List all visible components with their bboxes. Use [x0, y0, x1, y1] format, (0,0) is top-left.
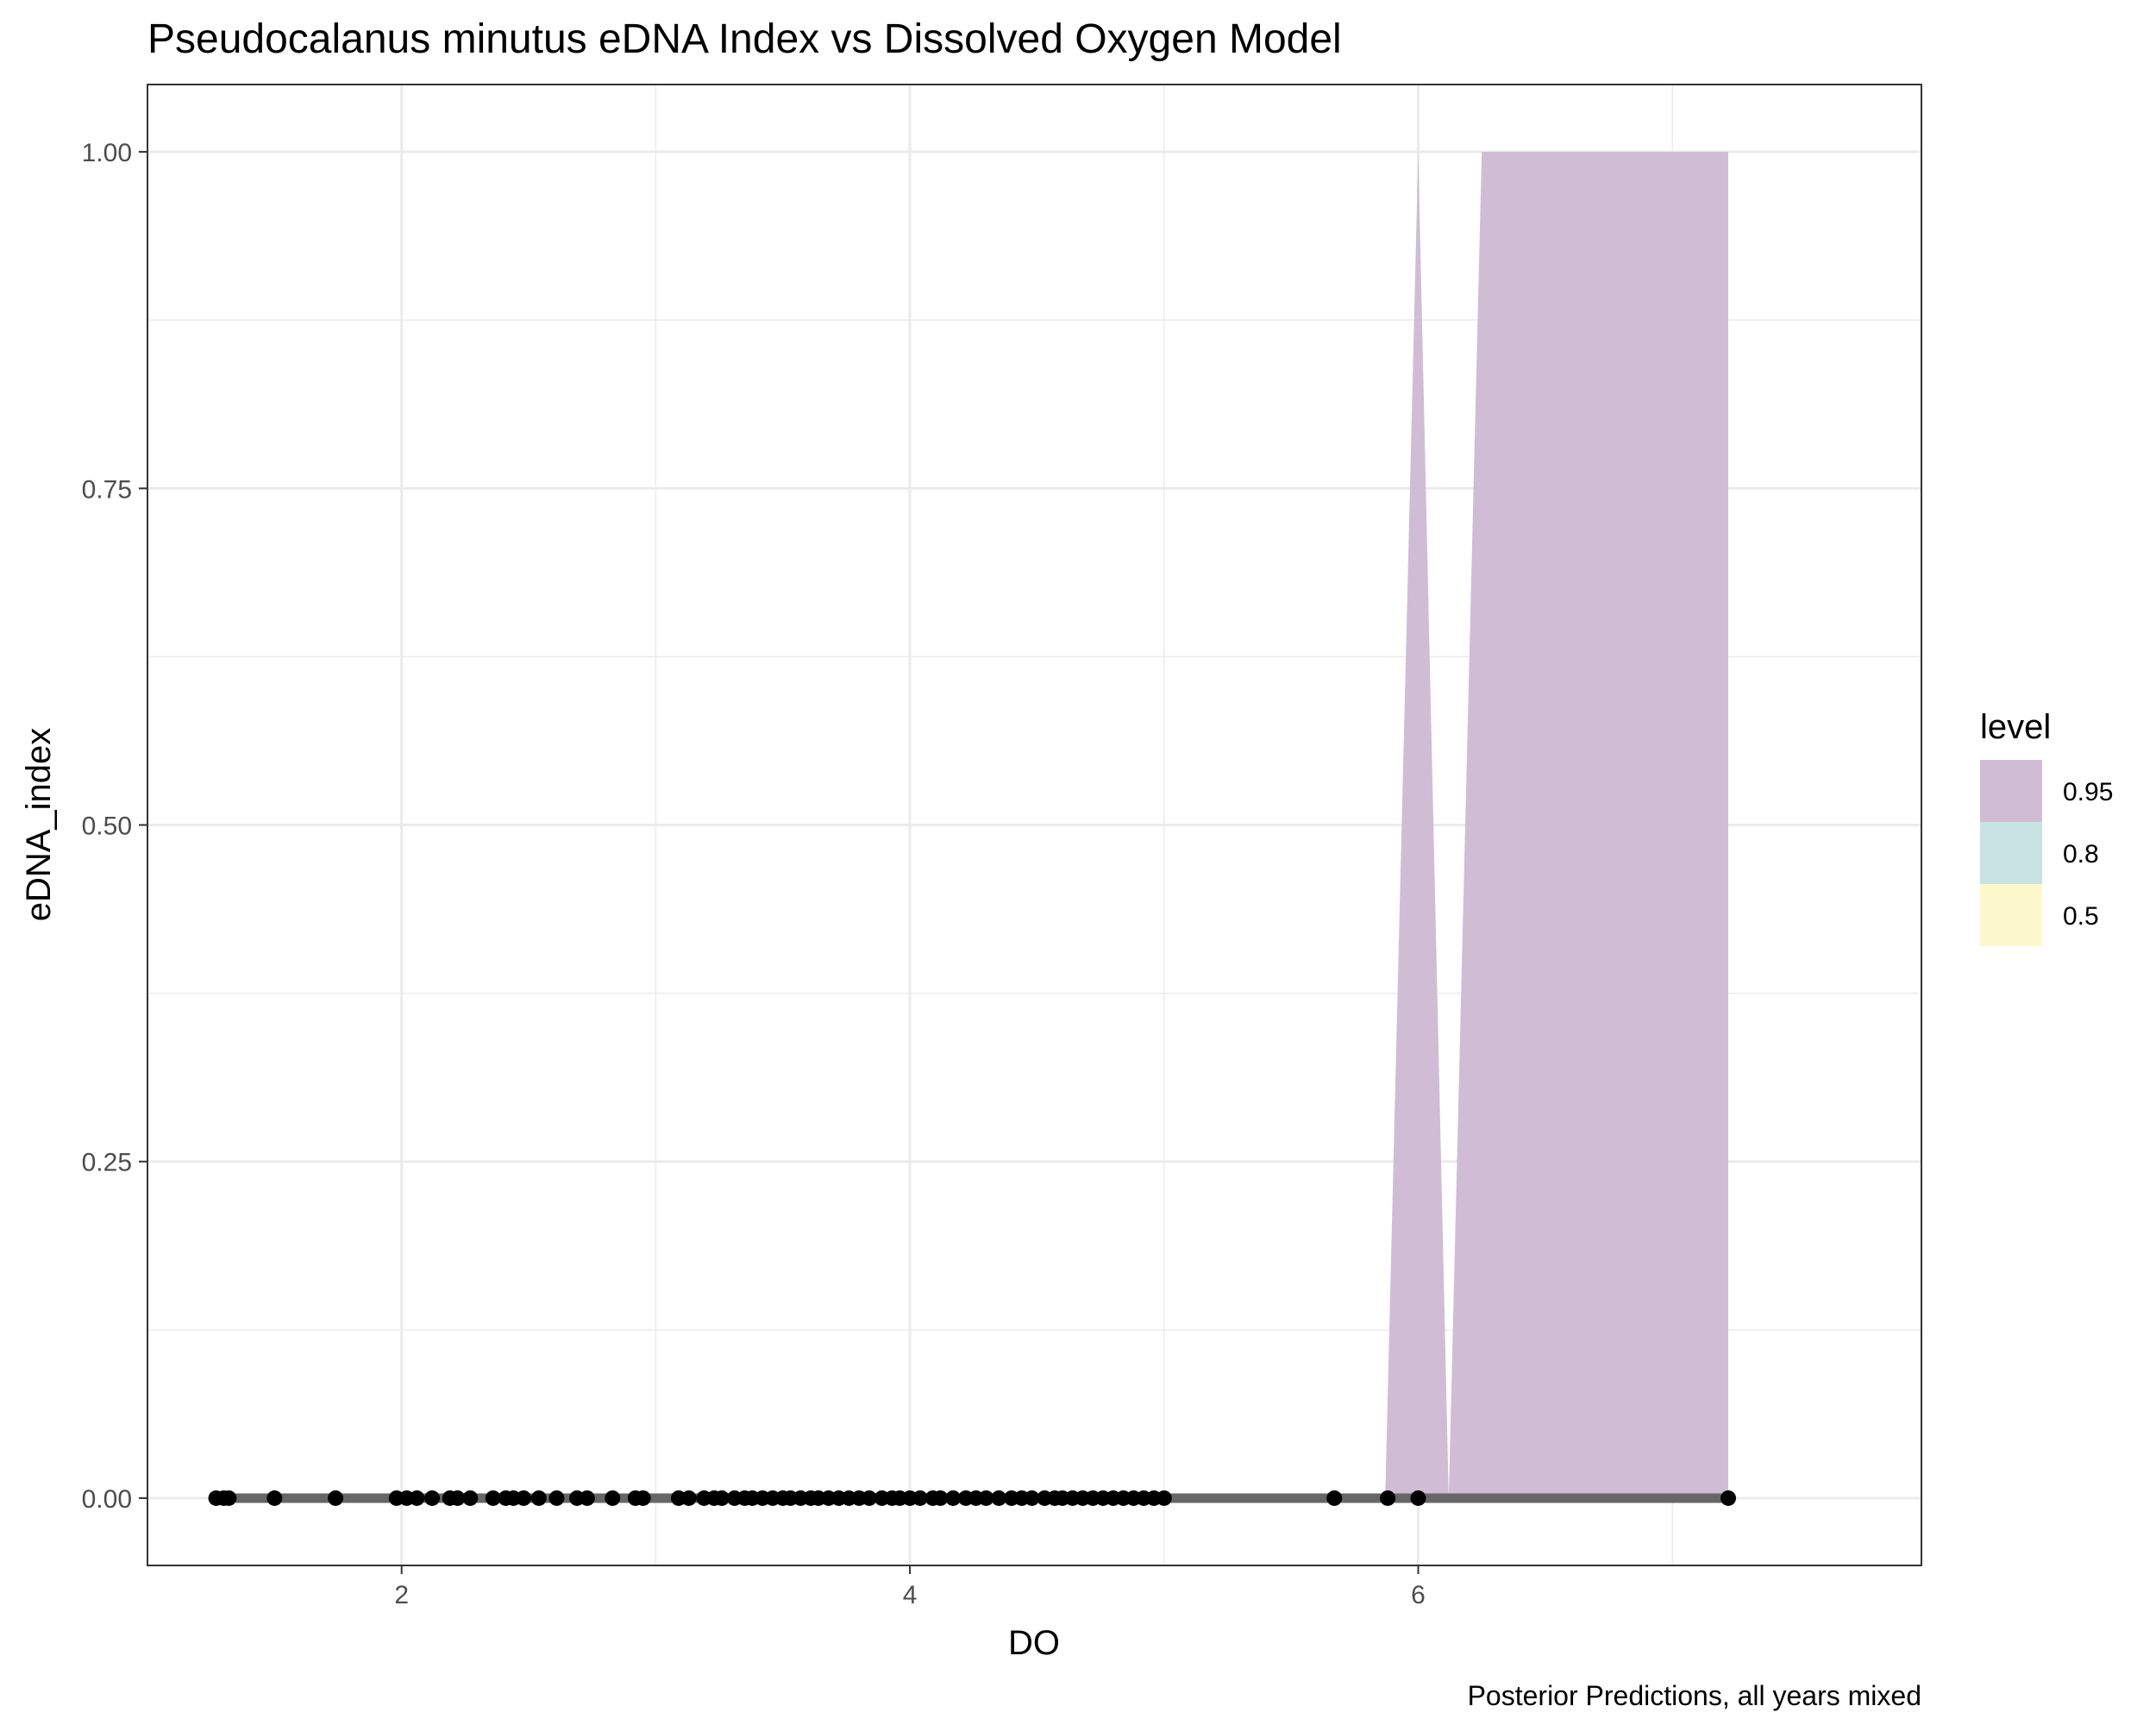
x-tick-label: 4	[903, 1581, 918, 1609]
data-point	[680, 1490, 697, 1506]
data-point	[328, 1490, 344, 1506]
legend-key	[1980, 760, 2042, 822]
data-point	[991, 1490, 1007, 1506]
data-point	[978, 1490, 994, 1506]
legend: level 0.95 0.8 0.5	[1980, 708, 2113, 946]
ribbon-95	[1385, 152, 1729, 1498]
data-point	[548, 1490, 565, 1506]
data-point	[516, 1490, 532, 1506]
legend-key	[1980, 822, 2042, 884]
data-point	[1156, 1490, 1172, 1506]
data-point	[932, 1490, 949, 1506]
x-axis: 2 4 6	[394, 1565, 1426, 1609]
data-point	[1024, 1490, 1040, 1506]
y-axis-label: eDNA_index	[20, 728, 58, 922]
data-point	[530, 1490, 547, 1506]
data-point	[409, 1490, 425, 1506]
data-point	[424, 1490, 441, 1506]
data-point	[861, 1490, 877, 1506]
legend-title: level	[1980, 708, 2051, 746]
x-tick-label: 6	[1411, 1581, 1426, 1609]
chart-title: Pseudocalanus minutus eDNA Index vs Diss…	[147, 16, 1342, 62]
data-point	[221, 1490, 237, 1506]
data-point	[605, 1490, 621, 1506]
ribbon-layer	[1385, 152, 1729, 1498]
y-tick-label: 0.00	[82, 1485, 132, 1514]
points-layer	[208, 1490, 1737, 1506]
y-tick-label: 1.00	[82, 139, 132, 167]
data-point	[449, 1490, 466, 1506]
data-point	[1326, 1490, 1343, 1506]
x-axis-label: DO	[1008, 1624, 1060, 1662]
data-point	[485, 1490, 501, 1506]
y-tick-label: 0.50	[82, 812, 132, 841]
data-point	[1720, 1490, 1737, 1506]
data-point	[1380, 1490, 1396, 1506]
legend-label: 0.95	[2063, 778, 2113, 806]
data-point	[462, 1490, 479, 1506]
legend-label: 0.5	[2063, 902, 2099, 931]
y-tick-label: 0.75	[82, 475, 132, 504]
x-tick-label: 2	[394, 1581, 409, 1609]
data-point	[579, 1490, 595, 1506]
data-point	[266, 1490, 283, 1506]
y-tick-label: 0.25	[82, 1149, 132, 1177]
data-point	[945, 1490, 962, 1506]
legend-key	[1980, 884, 2042, 946]
chart-caption: Posterior Predictions, all years mixed	[1468, 1680, 1921, 1711]
data-point	[714, 1490, 730, 1506]
legend-label: 0.8	[2063, 840, 2099, 869]
y-axis: 0.00 0.25 0.50 0.75 1.00	[82, 139, 147, 1514]
data-point	[635, 1490, 651, 1506]
data-point	[912, 1490, 928, 1506]
data-point	[1410, 1490, 1426, 1506]
